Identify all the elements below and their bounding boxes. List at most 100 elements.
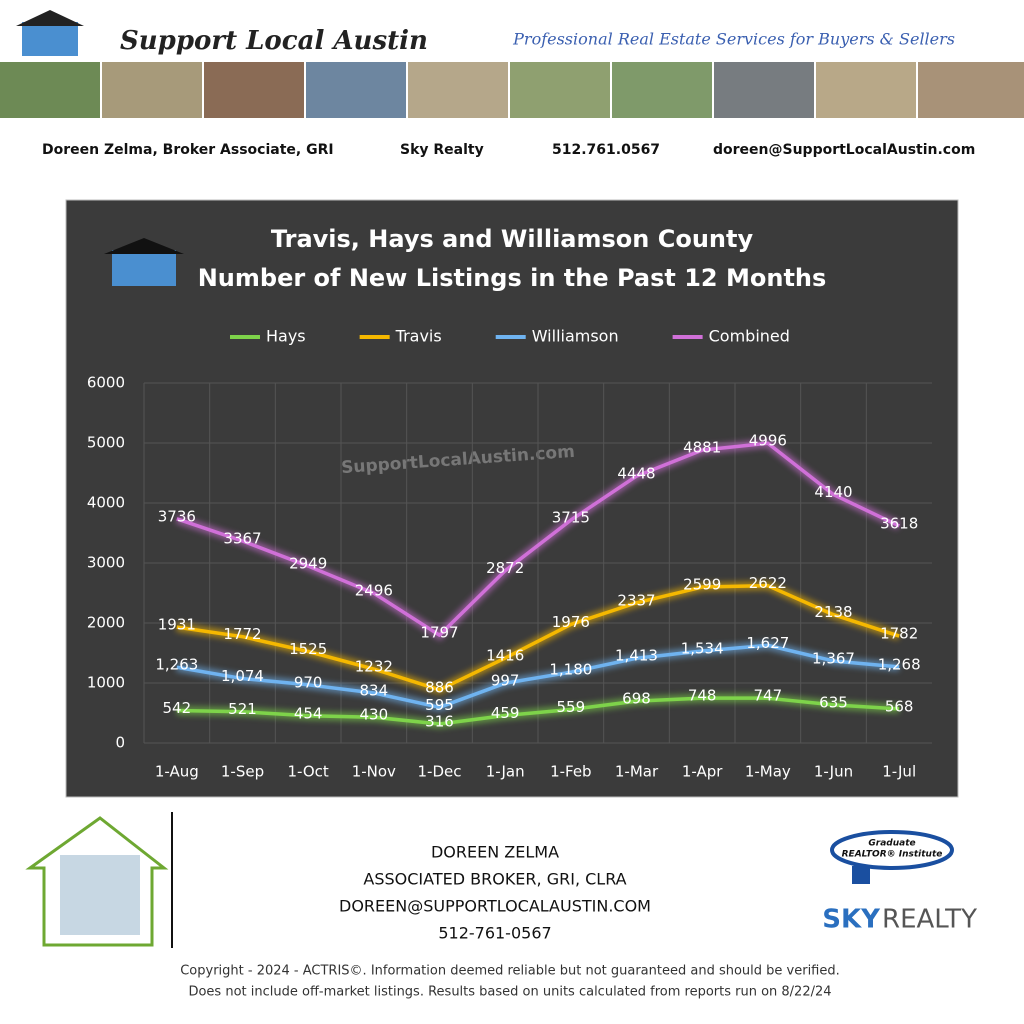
data-label: 459 xyxy=(491,704,520,722)
x-tick-label: 1-Jun xyxy=(814,763,853,781)
data-label: 698 xyxy=(622,690,651,708)
legend-label: Travis xyxy=(395,327,442,346)
chart-logo xyxy=(112,250,176,286)
data-label: 1,367 xyxy=(812,649,855,667)
y-tick-label: 0 xyxy=(115,734,125,752)
data-label: 542 xyxy=(163,699,192,717)
data-label: 1976 xyxy=(552,613,590,631)
y-tick-label: 4000 xyxy=(87,494,125,512)
data-label: 886 xyxy=(425,678,454,696)
data-label: 1931 xyxy=(158,616,196,634)
contact: Doreen Zelma, Broker Associate, GRI xyxy=(42,142,334,158)
data-label: 1,074 xyxy=(221,667,264,685)
data-label: 4140 xyxy=(814,483,852,501)
copyright: Does not include off-market listings. Re… xyxy=(188,985,831,1000)
series-line xyxy=(176,696,900,726)
chart-title: Travis, Hays and Williamson County xyxy=(271,225,754,253)
data-label: 2496 xyxy=(355,582,393,600)
realtor-mark xyxy=(852,866,870,884)
data-label: 2872 xyxy=(486,559,524,577)
data-label: 2138 xyxy=(814,603,852,621)
series-line xyxy=(176,441,900,637)
data-label: 1,263 xyxy=(155,656,198,674)
data-label: 559 xyxy=(557,698,586,716)
logo-roof xyxy=(16,10,84,26)
data-label: 1,268 xyxy=(878,655,921,673)
data-label: 748 xyxy=(688,687,717,705)
copyright: Copyright - 2024 - ACTRIS©. Information … xyxy=(180,964,840,979)
logo-text: REALTOR® Institute xyxy=(842,850,943,860)
tagline: Professional Real Estate Services for Bu… xyxy=(512,30,955,49)
data-label: 454 xyxy=(294,704,323,722)
data-label: 1,413 xyxy=(615,647,658,665)
x-tick-label: 1-Dec xyxy=(418,763,462,781)
x-tick-label: 1-Sep xyxy=(221,763,264,781)
data-label: 430 xyxy=(360,706,389,724)
series-line xyxy=(176,583,900,692)
data-label: 997 xyxy=(491,672,520,690)
data-label: 1,534 xyxy=(681,639,724,657)
chart-logo-roof xyxy=(104,238,184,254)
brand: Support Local Austin xyxy=(120,26,428,56)
footer-contact: 512-761-0567 xyxy=(438,924,551,943)
qr-house xyxy=(25,816,169,947)
x-tick-label: 1-Aug xyxy=(155,763,199,781)
photo-strip xyxy=(0,62,1024,118)
legend-label: Williamson xyxy=(532,327,619,346)
data-label: 635 xyxy=(819,693,848,711)
data-label: 4996 xyxy=(749,432,787,450)
data-label: 3367 xyxy=(223,529,261,547)
header: Support Local Austin Professional Real E… xyxy=(0,10,1024,158)
data-label: 2622 xyxy=(749,574,787,592)
contact: doreen@SupportLocalAustin.com xyxy=(713,142,975,158)
data-label: 2337 xyxy=(617,591,655,609)
data-label: 521 xyxy=(228,700,257,718)
data-label: 3618 xyxy=(880,514,918,532)
qr-code xyxy=(60,855,140,935)
x-tick-label: 1-Jul xyxy=(882,763,916,781)
logo-text: Graduate xyxy=(868,839,915,849)
footer-contact: DOREEN ZELMA xyxy=(431,843,559,862)
data-label: 2949 xyxy=(289,555,327,573)
chart-area xyxy=(65,199,959,798)
y-tick-label: 5000 xyxy=(87,434,125,452)
x-tick-label: 1-Oct xyxy=(288,763,329,781)
data-label: 568 xyxy=(885,697,914,715)
data-label: 1232 xyxy=(355,658,393,676)
footer-contact: ASSOCIATED BROKER, GRI, CLRA xyxy=(363,870,626,889)
data-label: 595 xyxy=(425,696,454,714)
y-tick-label: 3000 xyxy=(87,554,125,572)
x-tick-label: 1-May xyxy=(745,763,791,781)
chart-subtitle: Number of New Listings in the Past 12 Mo… xyxy=(198,264,827,292)
logo-text: REALTY xyxy=(882,905,977,935)
data-label: 970 xyxy=(294,673,323,691)
data-label: 1797 xyxy=(420,624,458,642)
data-label: 316 xyxy=(425,713,454,731)
data-label: 1772 xyxy=(223,625,261,643)
data-label: 1,627 xyxy=(746,634,789,652)
footer: DOREEN ZELMA ASSOCIATED BROKER, GRI, CLR… xyxy=(25,812,977,1000)
data-label: 1525 xyxy=(289,640,327,658)
contact: Sky Realty xyxy=(400,142,484,158)
footer-contact: DOREEN@SUPPORTLOCALAUSTIN.COM xyxy=(339,897,651,916)
gri-logo xyxy=(830,830,954,870)
data-label: 2599 xyxy=(683,576,721,594)
data-label: 1782 xyxy=(880,625,918,643)
contact: 512.761.0567 xyxy=(552,142,660,158)
data-label: 3736 xyxy=(158,507,196,525)
x-tick-label: 1-Jan xyxy=(486,763,525,781)
y-tick-label: 1000 xyxy=(87,674,125,692)
x-tick-label: 1-Feb xyxy=(550,763,592,781)
legend-label: Hays xyxy=(266,327,306,346)
data-label: 4881 xyxy=(683,439,721,457)
x-tick-label: 1-Nov xyxy=(352,763,396,781)
legend-label: Combined xyxy=(709,327,790,346)
x-tick-label: 1-Mar xyxy=(615,763,659,781)
data-label: 1416 xyxy=(486,647,524,665)
data-label: 747 xyxy=(754,687,783,705)
data-label: 4448 xyxy=(617,465,655,483)
x-tick-label: 1-Apr xyxy=(682,763,723,781)
series-line xyxy=(176,643,900,710)
data-label: 3715 xyxy=(552,509,590,527)
